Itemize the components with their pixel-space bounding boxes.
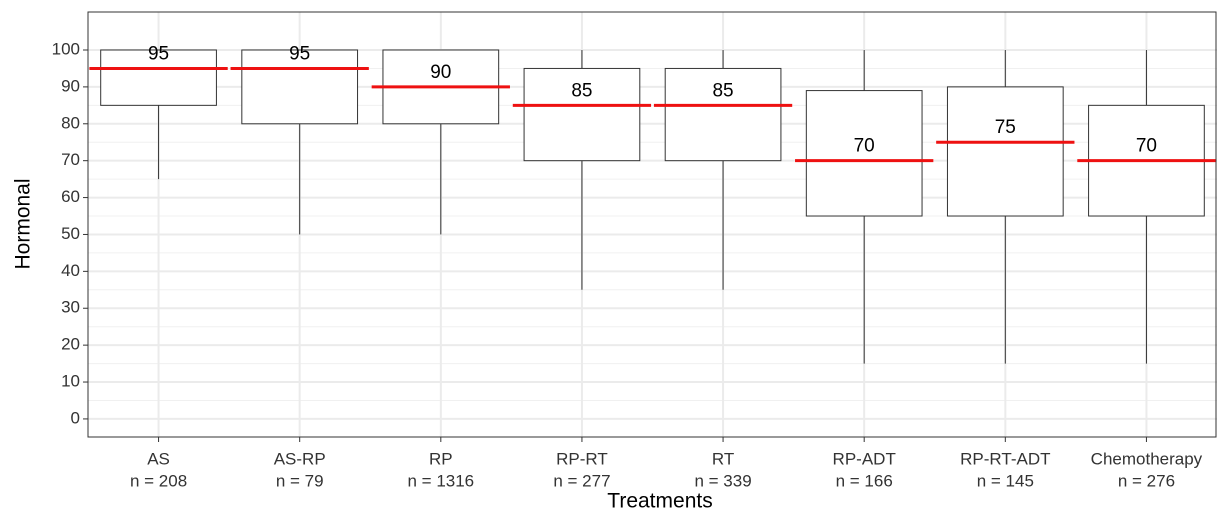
median-label: 95	[148, 43, 169, 64]
y-tick-label: 40	[61, 261, 80, 280]
median-label: 70	[1136, 136, 1157, 157]
box	[241, 49, 359, 125]
n-label: n = 166	[836, 471, 893, 490]
box	[100, 49, 217, 106]
n-label: n = 339	[694, 471, 751, 490]
n-label: n = 208	[130, 471, 187, 490]
y-tick-label: 100	[52, 39, 80, 58]
x-tick-label: AS	[147, 449, 170, 468]
y-tick-label: 70	[61, 150, 80, 169]
median-label: 75	[995, 117, 1016, 138]
y-tick-label: 80	[61, 113, 80, 132]
x-tick-label: AS-RP	[274, 449, 326, 468]
y-tick-label: 0	[71, 408, 80, 427]
x-tick-label: RP-RT	[556, 449, 608, 468]
box	[805, 90, 923, 217]
median-label: 85	[712, 80, 733, 101]
box	[523, 67, 641, 162]
y-tick-label: 60	[61, 187, 80, 206]
n-label: n = 1316	[407, 471, 474, 490]
y-tick-label: 10	[61, 372, 80, 391]
x-tick-label: RT	[712, 449, 734, 468]
y-tick-label: 50	[61, 224, 80, 243]
x-tick-label: Chemotherapy	[1091, 449, 1203, 468]
median-label: 90	[430, 62, 451, 83]
median-label: 95	[289, 43, 310, 64]
y-axis-title: Hormonal	[12, 178, 35, 269]
x-tick-label: RP-ADT	[833, 449, 896, 468]
box	[946, 86, 1064, 217]
n-label: n = 145	[977, 471, 1034, 490]
box	[664, 67, 782, 162]
y-tick-label: 90	[61, 76, 80, 95]
x-axis-title: Treatments	[607, 490, 712, 513]
median-label: 70	[854, 136, 875, 157]
x-tick-label: RP	[429, 449, 453, 468]
y-tick-label: 30	[61, 298, 80, 317]
median-label: 85	[571, 80, 592, 101]
plot-border	[87, 11, 1217, 438]
n-label: n = 79	[276, 471, 324, 490]
n-label: n = 276	[1118, 471, 1175, 490]
y-tick-label: 20	[61, 335, 80, 354]
x-tick-label: RP-RT-ADT	[960, 449, 1050, 468]
n-label: n = 277	[553, 471, 610, 490]
